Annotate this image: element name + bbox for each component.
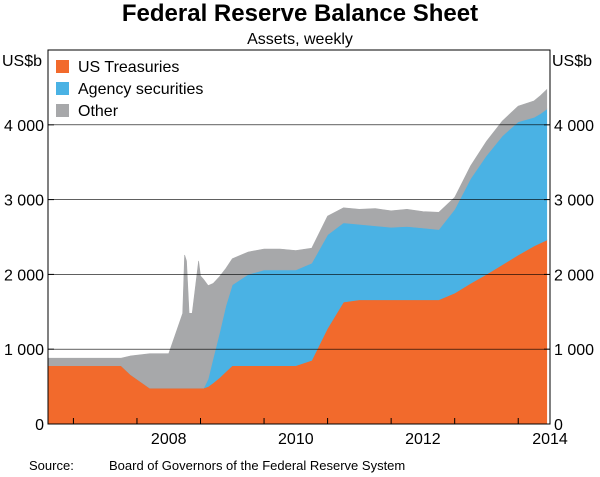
legend-label: US Treasuries xyxy=(78,59,179,76)
x-tick-label: 2012 xyxy=(405,431,441,448)
chart-title: Federal Reserve Balance Sheet xyxy=(121,0,479,27)
y-tick-label-left: 4 000 xyxy=(4,118,44,135)
y-tick-label-right: 1 000 xyxy=(554,342,594,359)
plot-frame xyxy=(47,49,551,425)
legend-swatch xyxy=(56,60,69,73)
x-tick-label: 2010 xyxy=(278,431,314,448)
source-note: Source: Board of Governors of the Federal… xyxy=(29,458,405,474)
legend-label: Agency securities xyxy=(78,81,203,98)
y-tick-label-right: 4 000 xyxy=(554,118,594,135)
right-axis-unit: US$b xyxy=(552,53,593,70)
y-tick-label-right: 0 xyxy=(554,417,563,434)
source-label: Source: xyxy=(29,458,74,473)
source-text: Board of Governors of the Federal Reserv… xyxy=(109,458,406,473)
left-axis-unit: US$b xyxy=(2,53,43,70)
legend-swatch xyxy=(56,82,69,95)
chart-subtitle: Assets, weekly xyxy=(247,31,353,48)
legend-label: Other xyxy=(78,103,119,120)
y-tick-label-left: 2 000 xyxy=(4,267,44,284)
y-tick-label-left: 0 xyxy=(35,417,44,434)
x-tick-label: 2014 xyxy=(532,431,568,448)
y-tick-label-right: 3 000 xyxy=(554,193,594,210)
area-other xyxy=(47,88,548,389)
x-tick-label: 2008 xyxy=(151,431,187,448)
y-tick-label-left: 1 000 xyxy=(4,342,44,359)
y-tick-label-right: 2 000 xyxy=(554,267,594,284)
y-tick-label-left: 3 000 xyxy=(4,193,44,210)
legend-swatch xyxy=(56,104,69,117)
